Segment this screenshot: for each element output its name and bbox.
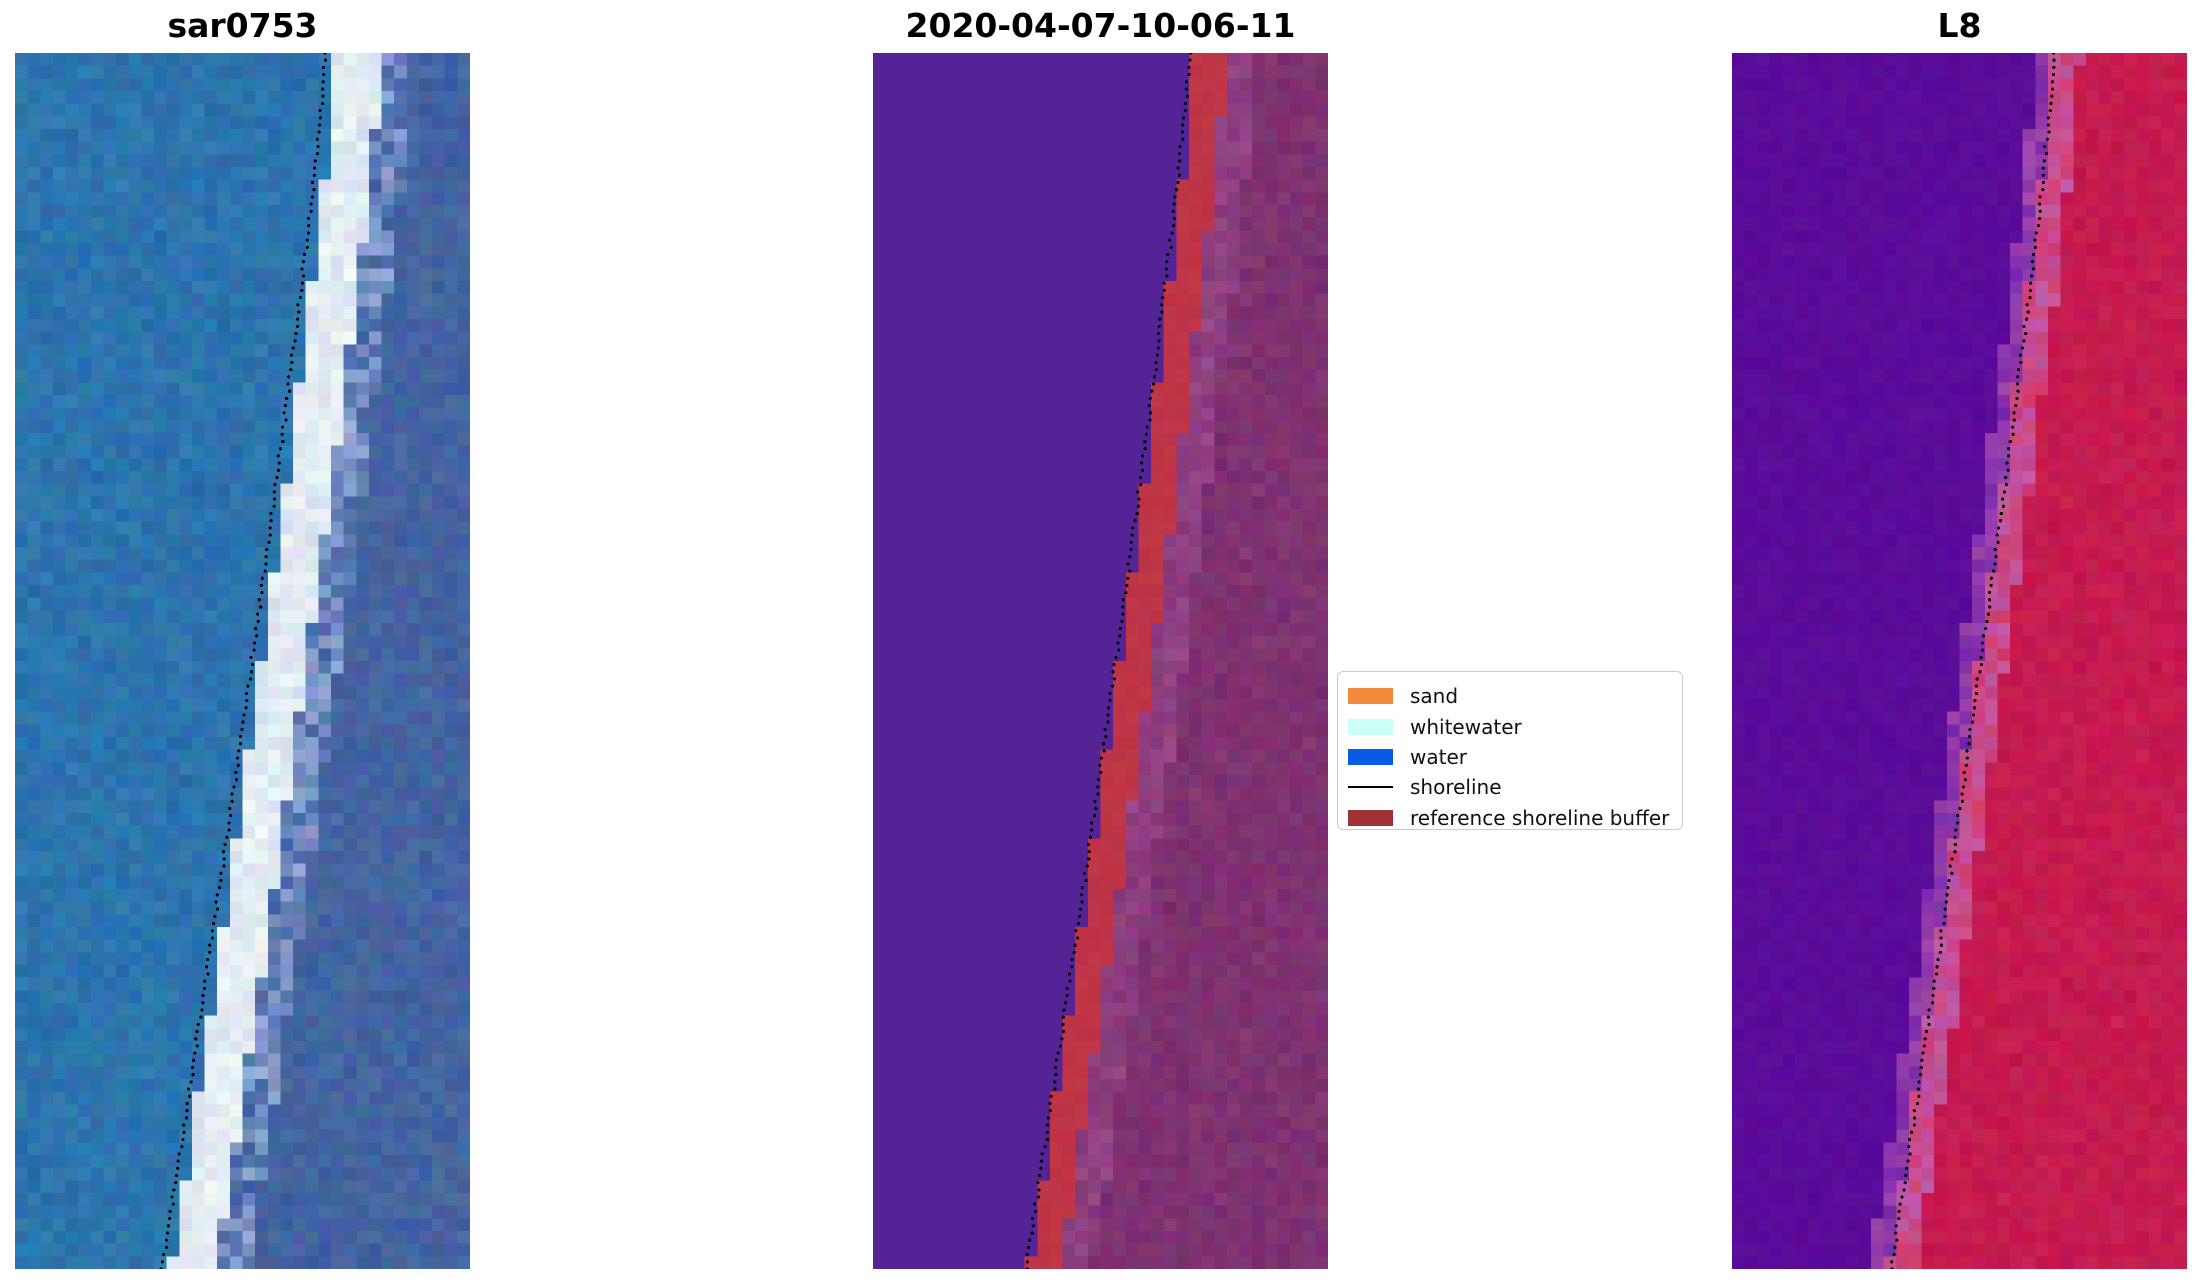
legend-swatch [1348,809,1393,826]
legend-label: whitewater [1410,714,1522,739]
legend-label: shoreline [1410,775,1502,800]
legend-item: shoreline [1348,772,1672,802]
sar-raster [15,53,470,1269]
legend-label: reference shoreline buffer [1410,805,1670,830]
cls-raster [873,53,1328,1269]
panel-title-classified: 2020-04-07-10-06-11 [905,6,1296,45]
sar-image-panel [15,53,470,1269]
l8-raster [1732,53,2187,1269]
legend-item: water [1348,742,1672,772]
landsat-image-panel [1732,53,2187,1269]
legend-swatch [1348,688,1393,705]
legend-label: water [1410,744,1467,769]
panel-title-sar: sar0753 [167,6,318,45]
classified-image-panel [873,53,1328,1269]
legend-swatch [1348,748,1393,765]
legend-swatch [1348,718,1393,735]
legend-item: reference shoreline buffer [1348,803,1672,833]
panel-title-landsat: L8 [1937,6,1982,45]
legend-swatch [1348,786,1393,789]
legend-item: whitewater [1348,711,1672,741]
legend-label: sand [1410,684,1459,709]
legend-item: sand [1348,681,1672,711]
legend: sand whitewater water shoreline reference sh… [1337,671,1683,830]
